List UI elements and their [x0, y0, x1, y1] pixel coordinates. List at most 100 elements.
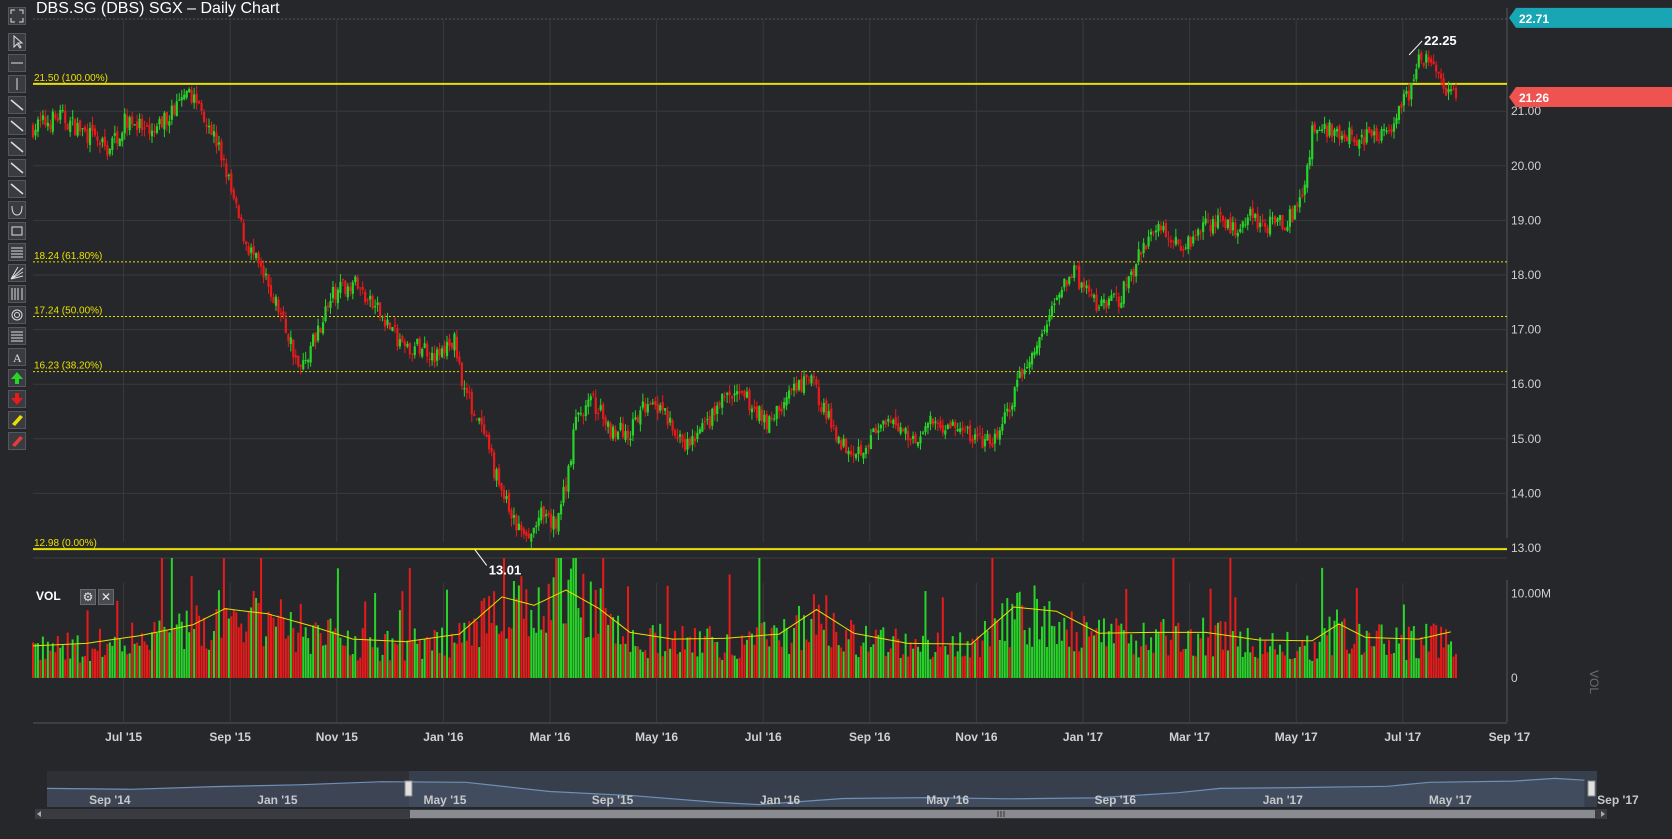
candle-body: [711, 408, 714, 426]
candle-body: [1281, 215, 1284, 229]
parallel-channel-tool[interactable]: [8, 159, 26, 177]
volume-bar: [76, 635, 79, 678]
scroll-right-arrow-icon[interactable]: [1601, 811, 1605, 817]
candle-body: [594, 397, 597, 414]
buy-arrow-tool[interactable]: [8, 369, 26, 387]
candle-body: [931, 418, 935, 425]
volume-bar: [485, 633, 488, 678]
volume-bar: [1125, 588, 1128, 678]
volume-bar: [1437, 657, 1440, 678]
candle-body: [98, 142, 102, 145]
volume-bar: [708, 626, 711, 678]
volume-bar: [208, 649, 211, 678]
volume-bar: [527, 636, 530, 678]
volume-bar: [136, 642, 139, 678]
candle-body: [649, 403, 652, 406]
volume-bar: [1343, 618, 1346, 678]
volume-settings-button[interactable]: ⚙: [80, 589, 96, 605]
sell-arrow-tool[interactable]: [8, 390, 26, 408]
volume-bar: [284, 638, 287, 678]
volume-bar: [1246, 628, 1249, 678]
candle-body: [582, 415, 585, 417]
volume-bar: [537, 587, 540, 678]
scroll-left-arrow-icon[interactable]: [37, 811, 41, 817]
volume-bar: [277, 615, 280, 678]
volume-bar: [443, 655, 446, 678]
candle-body: [264, 273, 268, 276]
vertical-line-tool[interactable]: [8, 75, 26, 93]
candle-body: [1070, 276, 1073, 279]
candle-body: [1350, 129, 1353, 136]
candle-body: [946, 424, 949, 430]
candle-body: [535, 525, 538, 528]
arc-tool[interactable]: [8, 201, 26, 219]
candle-body: [1021, 369, 1024, 377]
volume-bar: [1328, 616, 1331, 678]
volume-bar: [289, 612, 292, 678]
volume-bar: [614, 643, 617, 678]
volume-close-button[interactable]: ✕: [98, 589, 114, 605]
volume-bar: [118, 638, 121, 678]
volume-bar: [331, 631, 334, 678]
fibonacci-retracement-tool[interactable]: [8, 243, 26, 261]
volume-bar: [775, 627, 778, 678]
candle-body: [188, 88, 191, 93]
volume-bar: [1202, 617, 1205, 678]
volume-bar: [1140, 646, 1143, 678]
candle-body: [877, 430, 880, 433]
candle-body: [411, 353, 414, 355]
volume-bar: [319, 633, 322, 678]
candle-body: [1055, 297, 1058, 301]
candle-body: [1323, 123, 1326, 129]
navigator-left-handle[interactable]: [404, 780, 413, 797]
gann-fan-tool[interactable]: [8, 264, 26, 282]
pointer-tool[interactable]: [8, 33, 26, 51]
y-tick-label: 17.00: [1511, 323, 1541, 337]
scrollbar-thumb[interactable]: [410, 810, 1595, 818]
horizontal-line-tool[interactable]: [8, 54, 26, 72]
highlighter-tool[interactable]: [8, 411, 26, 429]
volume-bar: [974, 642, 977, 678]
candle-body: [465, 387, 468, 393]
candle-body: [666, 410, 669, 425]
eraser-tool[interactable]: [8, 432, 26, 450]
candle-body: [559, 504, 563, 515]
candle-body: [540, 507, 543, 521]
candle-body: [797, 380, 801, 390]
text-tool[interactable]: A: [8, 348, 26, 366]
candle-body: [1154, 230, 1158, 233]
candle-body: [1348, 127, 1351, 145]
candle-body: [133, 124, 136, 126]
fullscreen-tool[interactable]: [8, 7, 26, 25]
arrow-line-tool[interactable]: [8, 180, 26, 198]
volume-bar: [391, 638, 394, 678]
candle-body: [145, 125, 149, 127]
candle-body: [656, 403, 659, 414]
trend-line-tool[interactable]: [8, 96, 26, 114]
fibonacci-circles-icon: [11, 309, 23, 321]
navigator-right-handle[interactable]: [1587, 780, 1596, 797]
volume-bar: [267, 611, 270, 678]
rectangle-tool[interactable]: [8, 222, 26, 240]
volume-bar: [706, 628, 709, 678]
candle-body: [907, 431, 910, 440]
volume-bar: [240, 623, 243, 678]
volume-bar: [587, 637, 590, 678]
volume-bar: [542, 616, 545, 678]
volume-bar: [205, 648, 208, 678]
extended-line-tool[interactable]: [8, 138, 26, 156]
volume-bar: [951, 636, 954, 678]
fibonacci-circles-tool[interactable]: [8, 306, 26, 324]
candle-body: [1236, 232, 1239, 237]
fibonacci-arcs-tool[interactable]: [8, 327, 26, 345]
volume-bar: [589, 581, 592, 678]
fibonacci-timezone-tool[interactable]: [8, 285, 26, 303]
candle-body: [247, 246, 250, 255]
volume-bar: [877, 634, 880, 678]
volume-bar: [1283, 655, 1286, 678]
candle-body: [507, 492, 511, 512]
volume-bar: [453, 642, 456, 678]
ray-tool[interactable]: [8, 117, 26, 135]
volume-bar: [1159, 621, 1162, 678]
